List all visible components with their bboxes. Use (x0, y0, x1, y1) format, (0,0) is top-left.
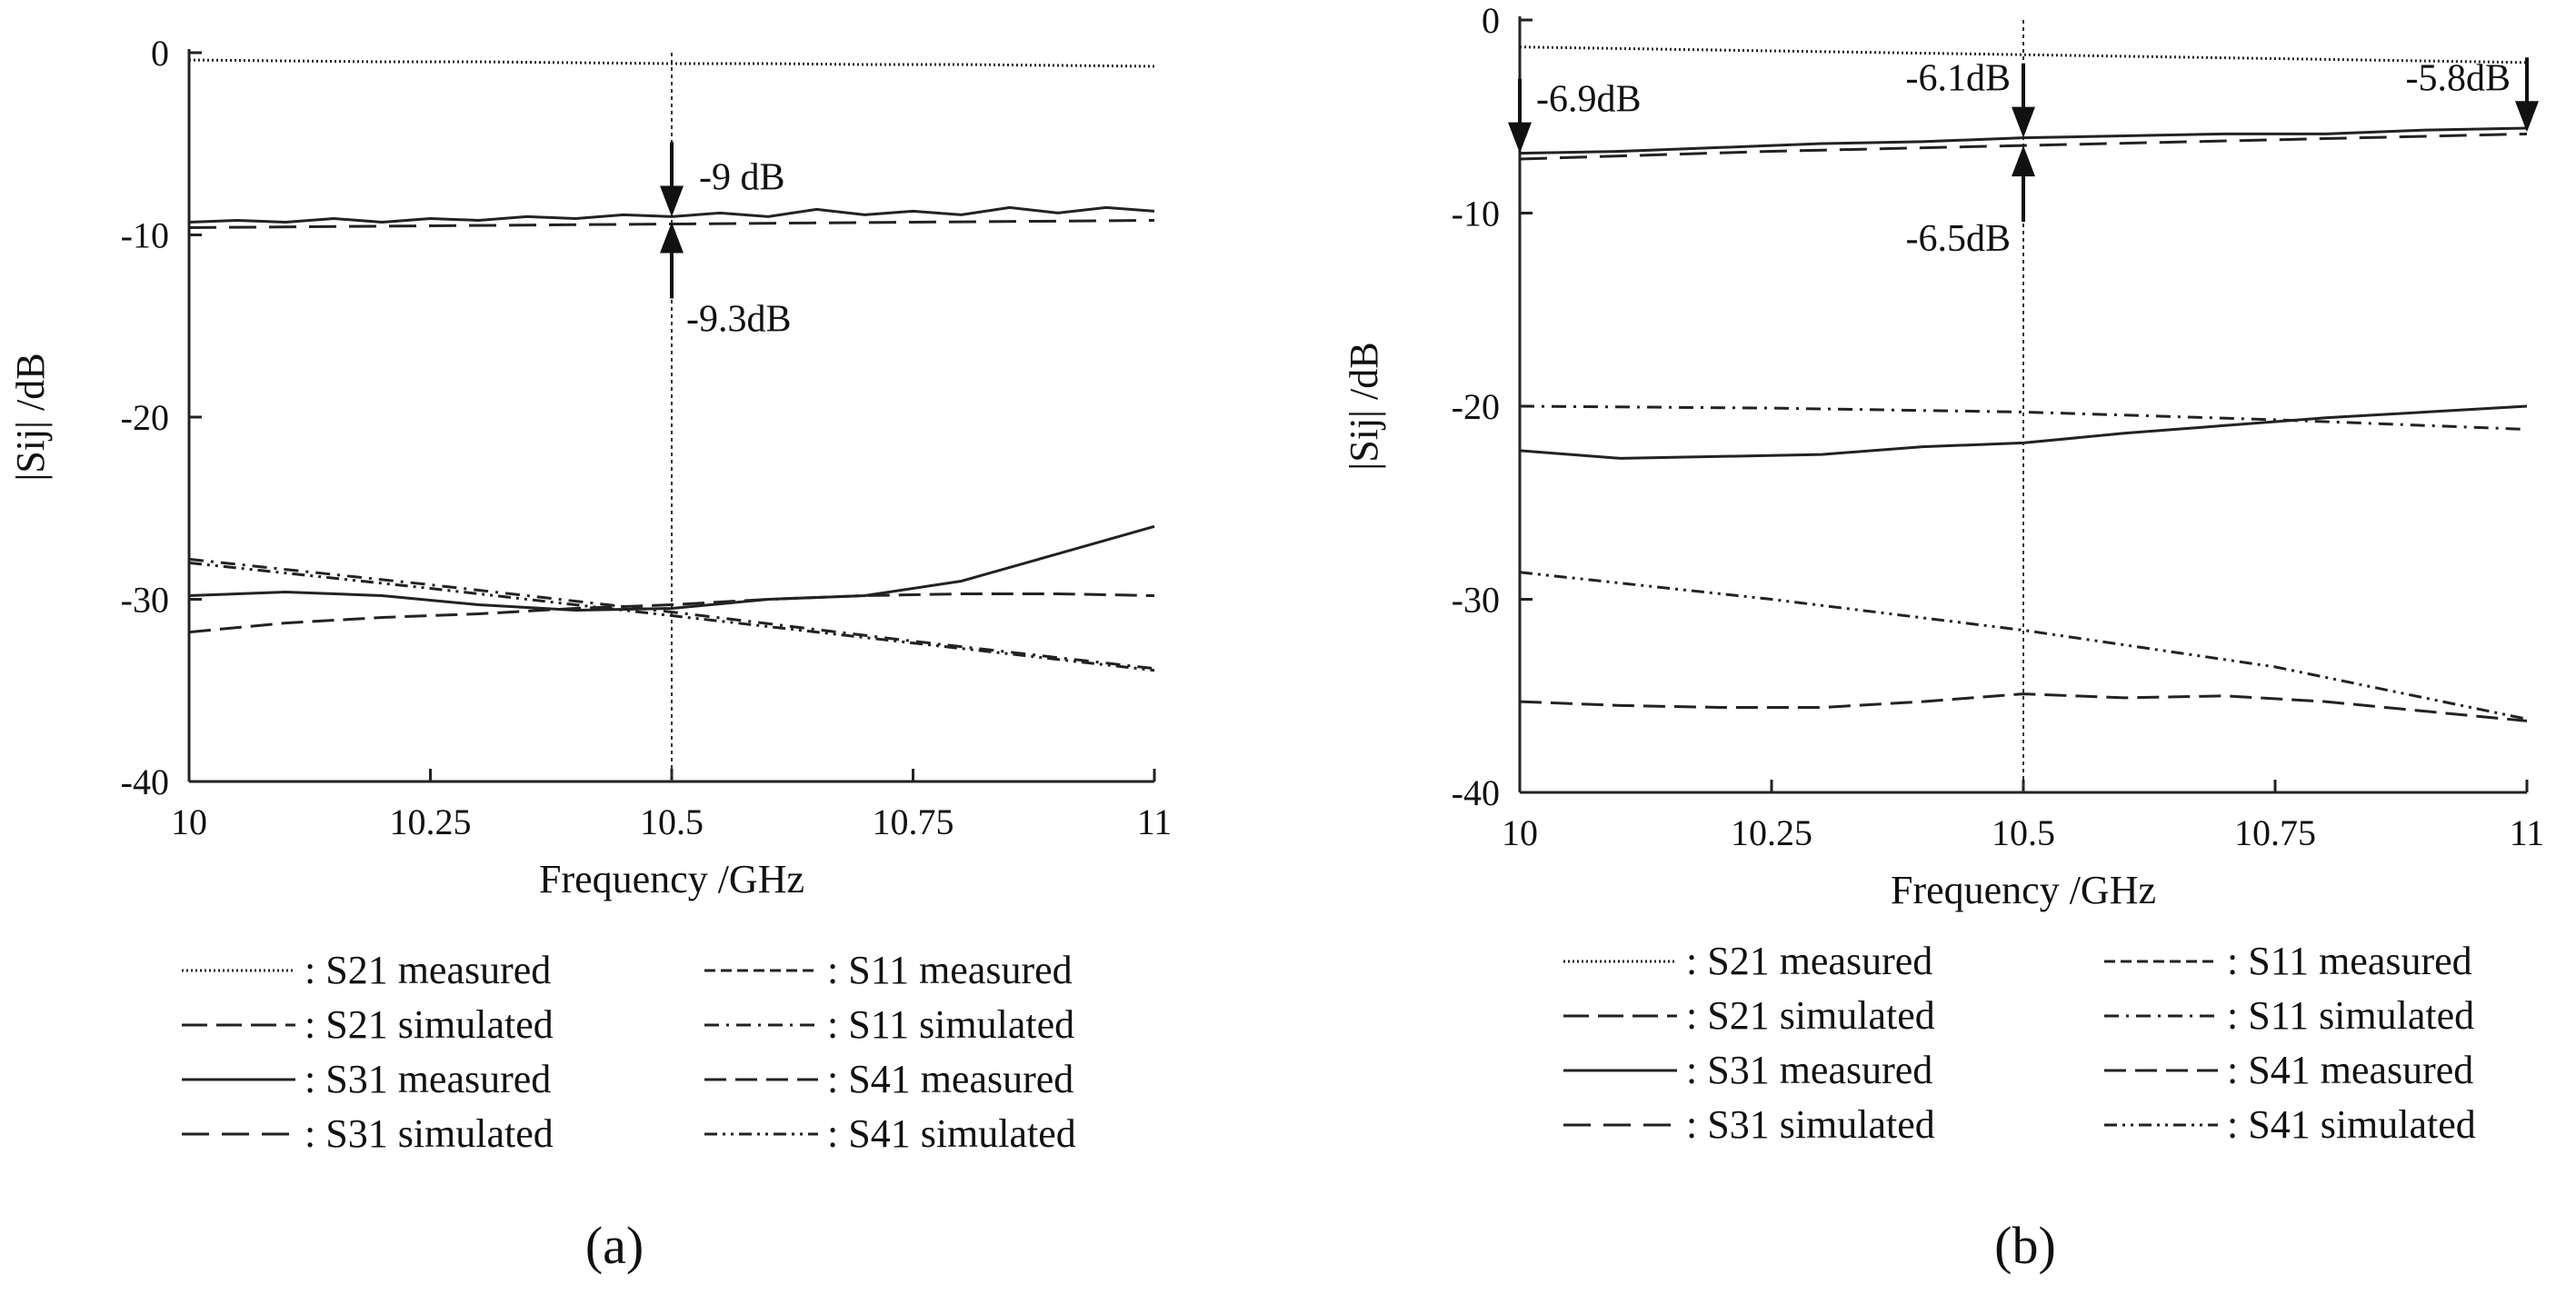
legend-label: : S31 measured (305, 1057, 551, 1101)
y-tick-label: -30 (1452, 580, 1500, 621)
legend-label: : S31 simulated (305, 1111, 554, 1156)
annotation-arrow-head (2012, 145, 2035, 177)
legend-label: : S41 measured (827, 1057, 1073, 1101)
legend-item: : S41 simulated (704, 1111, 1076, 1156)
annotation (2515, 57, 2539, 133)
x-tick-label: 10.5 (1992, 812, 2055, 853)
legend-item: : S41 simulated (2104, 1102, 2476, 1147)
legend-label: : S11 measured (2227, 939, 2472, 983)
series-line-s31s (1519, 132, 2528, 161)
legend-label: : S41 simulated (827, 1111, 1076, 1156)
annotation-arrow-head (1508, 122, 1532, 154)
legend-item: : S11 simulated (704, 1002, 1074, 1047)
legend-item: : S11 simulated (2104, 993, 2474, 1038)
annotation-label: -6.1dB (1906, 58, 2012, 100)
annotation-label: -9.3dB (686, 298, 792, 340)
legend-item: : S11 measured (2104, 939, 2472, 983)
legend-item: : S31 simulated (182, 1111, 554, 1156)
legend-label: : S21 measured (305, 948, 551, 992)
annotation (2012, 63, 2035, 138)
legend-item: : S31 measured (182, 1057, 551, 1101)
series-line-s11m (188, 524, 1155, 612)
legend-label: : S21 simulated (1686, 993, 1935, 1038)
y-axis-label: |Sij| /dB (1342, 342, 1386, 470)
legend-label: : S31 measured (1686, 1048, 1932, 1092)
y-tick-label: -30 (121, 580, 169, 621)
legend-item: : S31 measured (1563, 1048, 1932, 1092)
annotation-arrow-head (2012, 106, 2035, 138)
x-tick-label: 10 (1502, 812, 1538, 853)
legend-item: : S21 simulated (182, 1002, 554, 1047)
annotation (660, 142, 684, 217)
panel-label: (a) (585, 1216, 644, 1275)
annotation-label: -9 dB (699, 156, 785, 198)
legend-item: : S41 measured (704, 1057, 1073, 1101)
legend-label: : S11 simulated (2227, 993, 2474, 1038)
legend-label: : S31 simulated (1686, 1102, 1935, 1147)
x-tick-label: 11 (2510, 812, 2545, 853)
y-tick-label: -20 (1452, 386, 1500, 427)
series-line-s11m (1519, 404, 2528, 460)
x-tick-label: 10.75 (2234, 812, 2316, 853)
legend-label: : S41 simulated (2227, 1102, 2476, 1147)
annotation-label: -6.9dB (1536, 79, 1642, 121)
annotation-arrow-head (2515, 101, 2539, 133)
series-line-s41s (188, 561, 1155, 672)
panel-label: (b) (1994, 1216, 2056, 1275)
legend-item: : S31 simulated (1563, 1102, 1935, 1147)
x-tick-label: 10.75 (873, 801, 954, 842)
annotation (1508, 78, 1532, 154)
y-tick-label: 0 (151, 33, 169, 74)
legend-label: : S21 simulated (305, 1002, 554, 1047)
annotation-arrow-head (660, 185, 684, 217)
legend-label: : S11 simulated (827, 1002, 1074, 1047)
x-axis-label: Frequency /GHz (539, 857, 804, 901)
annotation (660, 222, 684, 299)
y-tick-label: -20 (121, 397, 169, 438)
legend-label: : S41 measured (2227, 1048, 2473, 1092)
legend-label: : S11 measured (827, 948, 1073, 992)
legend-item: : S21 simulated (1563, 993, 1935, 1038)
series-line-s41m (188, 592, 1155, 634)
y-tick-label: -10 (121, 215, 169, 256)
x-tick-label: 10.25 (1731, 812, 1812, 853)
series-line-s21m (188, 58, 1155, 68)
y-tick-label: -10 (1452, 194, 1500, 234)
series-line-s11s (1519, 404, 2528, 431)
y-tick-label: 0 (1482, 0, 1500, 41)
y-tick-label: -40 (1452, 772, 1500, 813)
y-axis-label: |Sij| /dB (8, 353, 53, 481)
legend-item: : S41 measured (2104, 1048, 2473, 1092)
legend-item: : S11 measured (704, 948, 1073, 992)
annotation-label: -6.5dB (1906, 218, 2012, 260)
x-tick-label: 11 (1137, 801, 1173, 842)
series-line-s11s (188, 557, 1155, 671)
legend-label: : S21 measured (1686, 939, 1932, 983)
x-tick-label: 10.5 (640, 801, 704, 842)
annotation (2012, 145, 2035, 223)
x-tick-label: 10.25 (390, 801, 472, 842)
annotation-label: -5.8dB (2406, 57, 2511, 99)
x-tick-label: 10 (171, 801, 207, 842)
series-line-s41m (1519, 692, 2528, 722)
annotation-arrow-head (660, 222, 684, 254)
legend-item: : S21 measured (1563, 939, 1932, 983)
x-axis-label: Frequency /GHz (1891, 868, 2156, 912)
legend-item: : S21 measured (182, 948, 551, 992)
y-tick-label: -40 (121, 762, 169, 802)
